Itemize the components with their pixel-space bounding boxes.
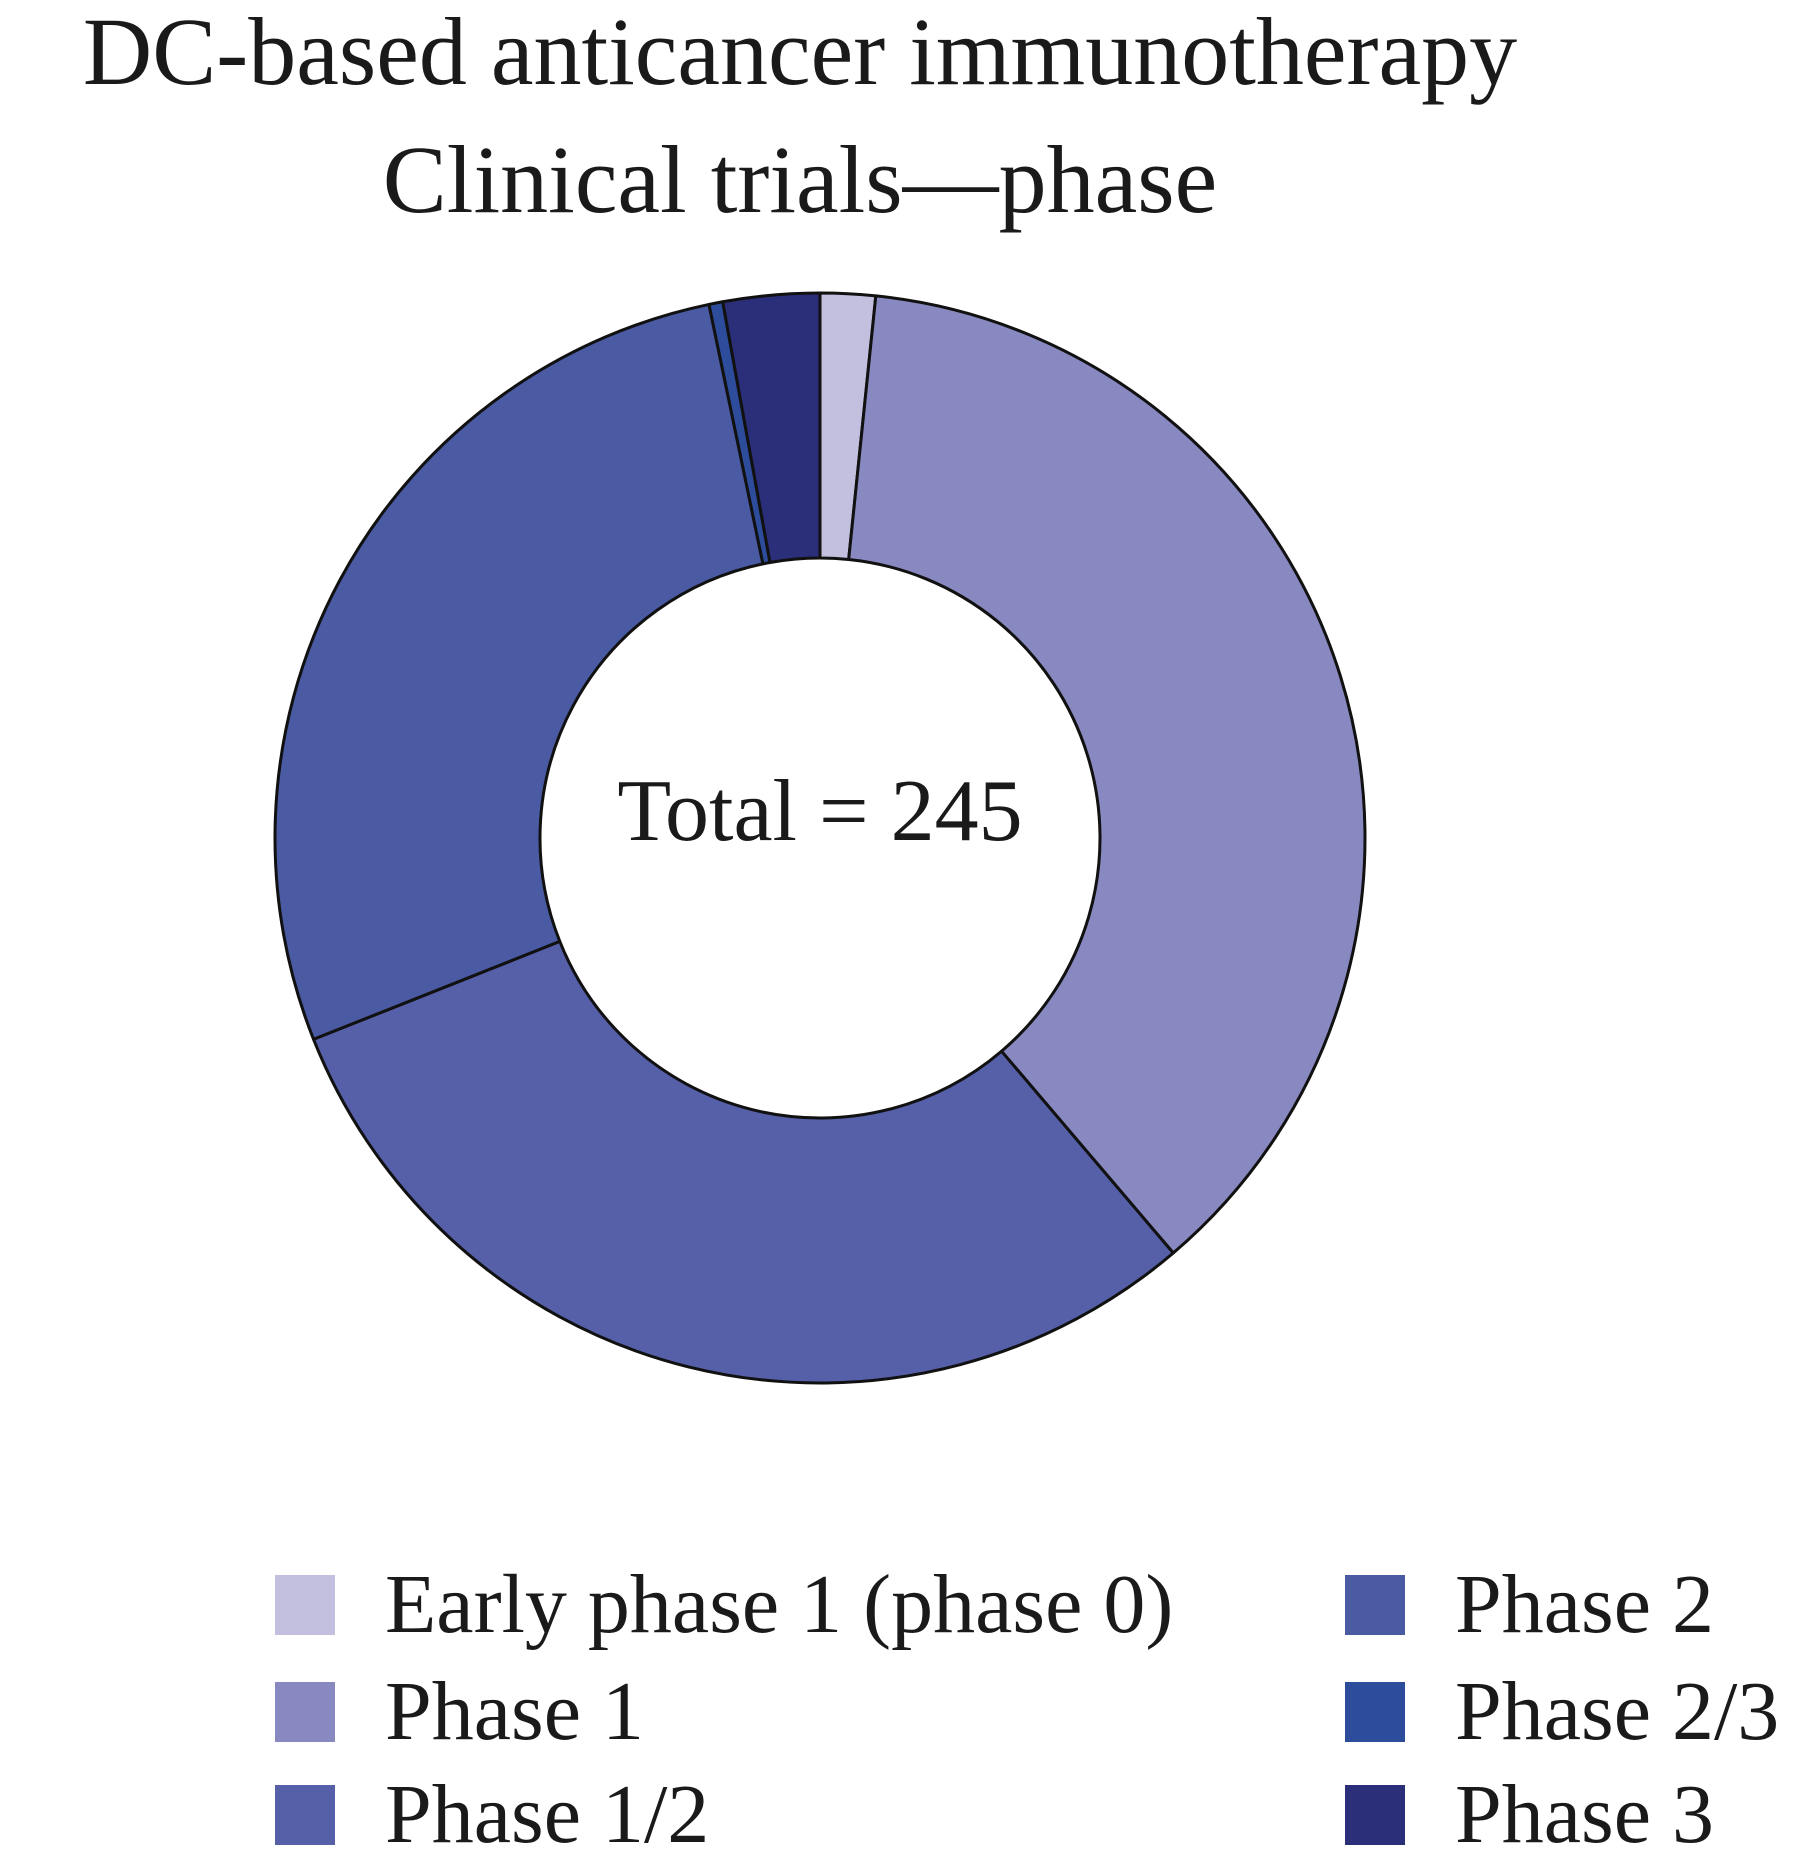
center-total-label: Total = 245: [617, 763, 1022, 860]
legend-swatch: [275, 1785, 335, 1845]
legend-item-phase-2: Phase 2: [1345, 1558, 1714, 1651]
legend-label: Phase 1/2: [385, 1768, 710, 1861]
donut-slices: [273, 291, 1367, 1385]
legend-swatch: [275, 1575, 335, 1635]
donut-slice-phase-2: [273, 302, 765, 1041]
chart-title: DC-based anticancer immunotherapy: [82, 0, 1518, 105]
legend-label: Phase 2/3: [1455, 1665, 1780, 1758]
legend-item-phase-1: Phase 1: [275, 1665, 644, 1758]
legend-label: Early phase 1 (phase 0): [385, 1558, 1174, 1651]
legend-label: Phase 3: [1455, 1768, 1714, 1861]
legend-swatch: [1345, 1575, 1405, 1635]
legend-label: Phase 1: [385, 1665, 644, 1758]
legend-label: Phase 2: [1455, 1558, 1714, 1651]
legend-swatch: [275, 1682, 335, 1742]
donut-slice-phase-3: [721, 291, 822, 564]
legend-swatch: [1345, 1682, 1405, 1742]
donut-slice-phase-1: [847, 294, 1367, 1255]
legend-swatch: [1345, 1785, 1405, 1845]
donut-slice-phase-1-2: [312, 939, 1175, 1385]
legend-item-phase-3: Phase 3: [1345, 1768, 1714, 1861]
legend-item-phase-2-3: Phase 2/3: [1345, 1665, 1780, 1758]
legend-item-phase-1-2: Phase 1/2: [275, 1768, 710, 1861]
chart-subtitle: Clinical trials—phase: [382, 126, 1218, 233]
legend-item-early-phase-1: Early phase 1 (phase 0): [275, 1558, 1174, 1651]
